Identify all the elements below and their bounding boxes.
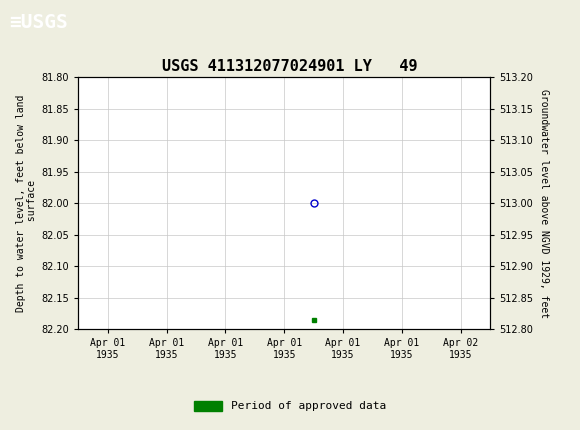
Text: USGS 411312077024901 LY   49: USGS 411312077024901 LY 49 bbox=[162, 59, 418, 74]
Y-axis label: Depth to water level, feet below land
 surface: Depth to water level, feet below land su… bbox=[16, 95, 37, 312]
Text: ≡USGS: ≡USGS bbox=[9, 13, 67, 32]
Y-axis label: Groundwater level above NGVD 1929, feet: Groundwater level above NGVD 1929, feet bbox=[539, 89, 549, 318]
Legend: Period of approved data: Period of approved data bbox=[190, 396, 390, 416]
